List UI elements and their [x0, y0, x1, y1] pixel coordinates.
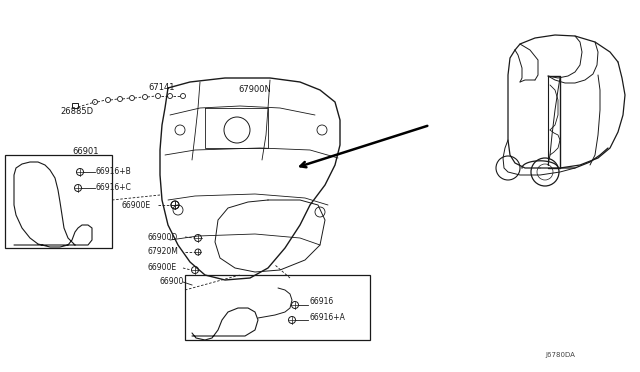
- Text: 66900E: 66900E: [122, 201, 151, 209]
- Text: 66916: 66916: [309, 298, 333, 307]
- Text: 66901: 66901: [72, 148, 99, 157]
- Text: 66900E: 66900E: [148, 263, 177, 273]
- Text: 66916+C: 66916+C: [96, 183, 132, 192]
- Text: 67920M: 67920M: [148, 247, 179, 257]
- Text: 66900D: 66900D: [148, 232, 179, 241]
- Text: 26885D: 26885D: [60, 108, 93, 116]
- Bar: [5, 155, 112, 248]
- Text: 67900N: 67900N: [238, 86, 271, 94]
- Bar: [72, 103, 78, 108]
- Text: J6780DA: J6780DA: [545, 352, 575, 358]
- Text: 66916+B: 66916+B: [96, 167, 132, 176]
- Text: 66900: 66900: [160, 278, 184, 286]
- Text: 67141: 67141: [148, 83, 175, 93]
- Text: 66916+A: 66916+A: [309, 314, 345, 323]
- Bar: [185, 275, 370, 340]
